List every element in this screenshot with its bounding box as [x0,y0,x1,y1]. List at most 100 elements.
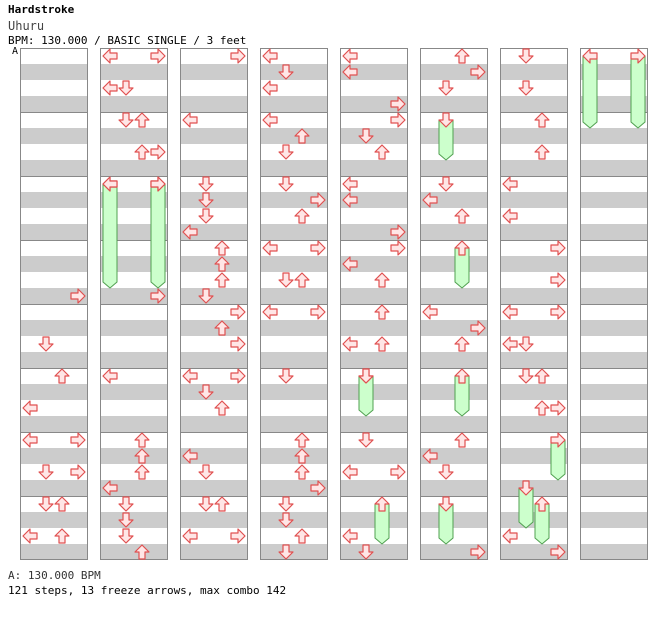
step-down-arrow [198,288,214,304]
bpm-legend: A: 130.000 BPM [8,569,101,582]
step-right-arrow [310,480,326,496]
step-left-arrow [182,448,198,464]
step-right-arrow [310,304,326,320]
step-up-arrow [134,464,150,480]
chart-column [420,48,488,560]
step-left-arrow [22,528,38,544]
beat-stripe [340,64,408,80]
step-left-arrow [182,224,198,240]
beat-stripe [20,96,88,112]
beat-stripe [260,544,328,560]
beat-stripe [340,128,408,144]
beat-stripe [340,352,408,368]
beat-stripe [500,256,568,272]
step-up-arrow [54,368,70,384]
beat-stripe [500,64,568,80]
beat-stripe [580,416,648,432]
step-right-arrow [150,288,166,304]
beat-stripe [580,224,648,240]
step-left-arrow [102,80,118,96]
step-right-arrow [550,400,566,416]
step-left-arrow [262,304,278,320]
beat-stripe [420,160,488,176]
chart-column [500,48,568,560]
step-down-arrow [438,176,454,192]
step-up-arrow [134,544,150,560]
beat-stripe [20,224,88,240]
beat-stripe [100,288,168,304]
column-border [180,48,248,560]
beat-stripe [180,160,248,176]
step-down-arrow [118,112,134,128]
beat-stripe [180,64,248,80]
freeze-arrow [630,55,646,129]
step-down-arrow [198,176,214,192]
bpm-marker-label: A [12,46,19,57]
beat-stripe [580,320,648,336]
step-down-arrow [118,80,134,96]
beat-stripe [500,128,568,144]
beat-stripe [340,96,408,112]
beat-stripe [340,384,408,400]
step-left-arrow [502,176,518,192]
beat-stripe [580,352,648,368]
step-down-arrow [198,208,214,224]
beat-stripe [260,128,328,144]
step-right-arrow [390,224,406,240]
beat-stripe [260,256,328,272]
step-left-arrow [342,192,358,208]
step-right-arrow [70,432,86,448]
beat-stripe [20,192,88,208]
step-left-arrow [342,48,358,64]
beat-stripe [260,64,328,80]
column-border [260,48,328,560]
step-up-arrow [294,128,310,144]
chart-column [260,48,328,560]
step-left-arrow [182,368,198,384]
beat-stripe [260,352,328,368]
step-down-arrow [358,544,374,560]
beat-stripe [340,544,408,560]
step-chart [20,48,648,560]
step-down-arrow [278,512,294,528]
beat-stripe [580,160,648,176]
beat-stripe [420,544,488,560]
freeze-head-right-arrow [630,48,646,64]
step-down-arrow [278,64,294,80]
beat-stripe [500,512,568,528]
freeze-arrow [150,183,166,289]
step-left-arrow [22,400,38,416]
beat-stripe [20,288,88,304]
beat-stripe [500,96,568,112]
beat-stripe [180,320,248,336]
beat-stripe [420,192,488,208]
step-down-arrow [278,544,294,560]
beat-stripe [260,192,328,208]
beat-stripe [500,320,568,336]
beat-stripe [20,512,88,528]
beat-stripe [100,352,168,368]
step-left-arrow [262,80,278,96]
beat-stripe [340,288,408,304]
step-right-arrow [230,304,246,320]
song-artist: Uhuru [8,19,45,33]
chart-column [20,48,88,560]
beat-stripe [260,512,328,528]
beat-stripe [420,448,488,464]
column-border [20,48,88,560]
step-left-arrow [102,48,118,64]
step-up-arrow [134,448,150,464]
beat-stripe [420,224,488,240]
step-left-arrow [262,48,278,64]
step-left-arrow [102,368,118,384]
beat-stripe [340,320,408,336]
column-border [500,48,568,560]
beat-stripe [20,256,88,272]
beat-stripe [100,448,168,464]
beat-stripe [20,448,88,464]
beat-stripe [260,480,328,496]
beat-stripe [100,544,168,560]
beat-stripe [580,480,648,496]
beat-stripe [580,544,648,560]
beat-stripe [500,160,568,176]
